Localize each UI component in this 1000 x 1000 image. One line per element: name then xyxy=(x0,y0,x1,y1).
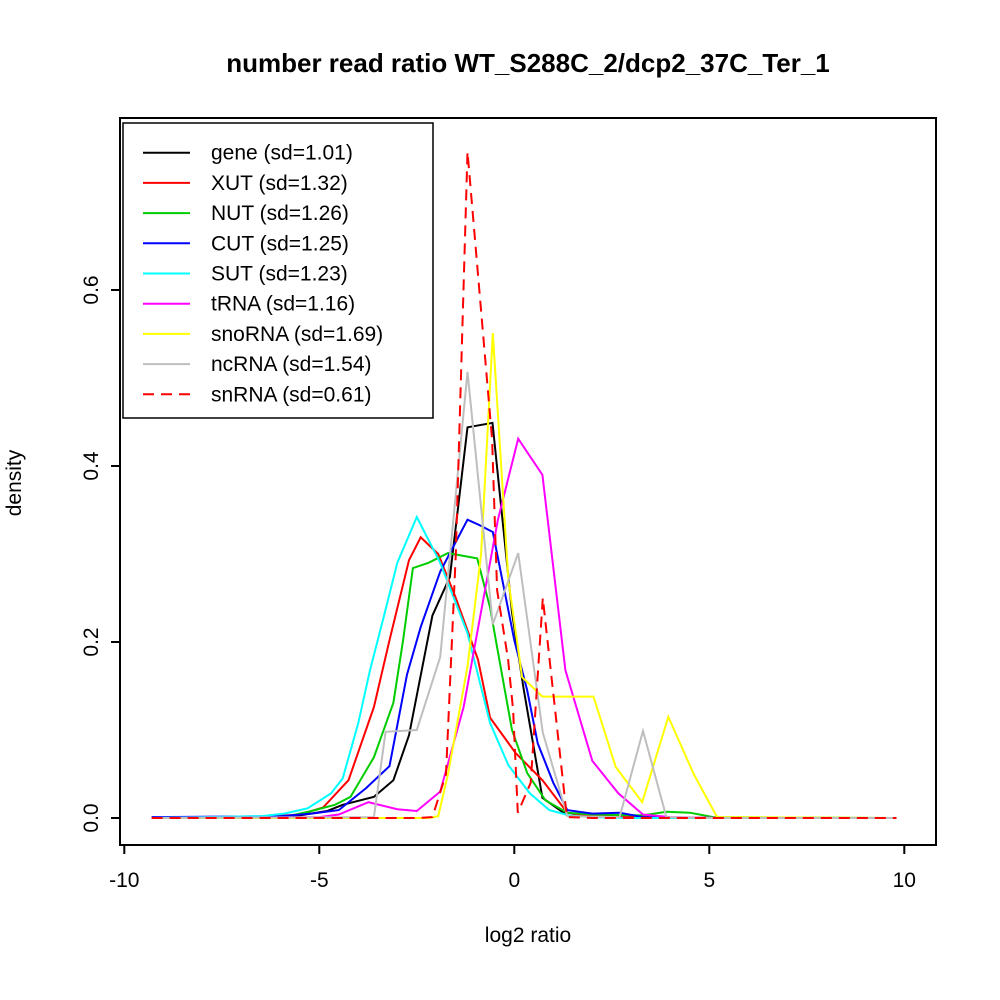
legend-label-tRNA: tRNA (sd=1.16) xyxy=(211,293,355,316)
series-gene-line xyxy=(151,421,897,819)
legend-box xyxy=(122,122,434,419)
plot-box xyxy=(119,117,937,846)
series-ncRNA-line xyxy=(151,371,897,819)
x-tick-label: -10 xyxy=(109,869,139,892)
series-CUT-line xyxy=(151,518,897,819)
x-tick-label: -5 xyxy=(310,869,329,892)
legend-label-XUT: XUT (sd=1.32) xyxy=(211,172,348,195)
legend-label-NUT: NUT (sd=1.26) xyxy=(211,202,349,225)
y-tick-label: 0.6 xyxy=(80,275,103,304)
plot-title: number read ratio WT_S288C_2/dcp2_37C_Te… xyxy=(226,48,830,78)
series-SUT-line xyxy=(151,514,897,819)
x-axis-label: log2 ratio xyxy=(484,924,572,947)
legend-label-SUT: SUT (sd=1.23) xyxy=(211,263,348,286)
x-tick-label: 0 xyxy=(508,869,520,892)
legend-label-snoRNA: snoRNA (sd=1.69) xyxy=(211,323,383,346)
y-tick-label: 0.4 xyxy=(80,451,103,481)
y-tick-label: 0.2 xyxy=(80,627,103,656)
legend-label-snRNA: snRNA (sd=0.61) xyxy=(211,383,372,406)
legend-label-gene: gene (sd=1.01) xyxy=(211,142,353,165)
x-tick-label: 5 xyxy=(703,869,715,892)
series-snRNA-line xyxy=(151,151,897,819)
y-tick-label: 0.0 xyxy=(80,803,103,832)
legend-label-CUT: CUT (sd=1.25) xyxy=(211,232,349,255)
series-tRNA-line xyxy=(151,436,897,819)
x-tick-label: 10 xyxy=(893,869,916,892)
series-snoRNA-line xyxy=(151,333,897,819)
legend-label-ncRNA: ncRNA (sd=1.54) xyxy=(211,353,372,376)
